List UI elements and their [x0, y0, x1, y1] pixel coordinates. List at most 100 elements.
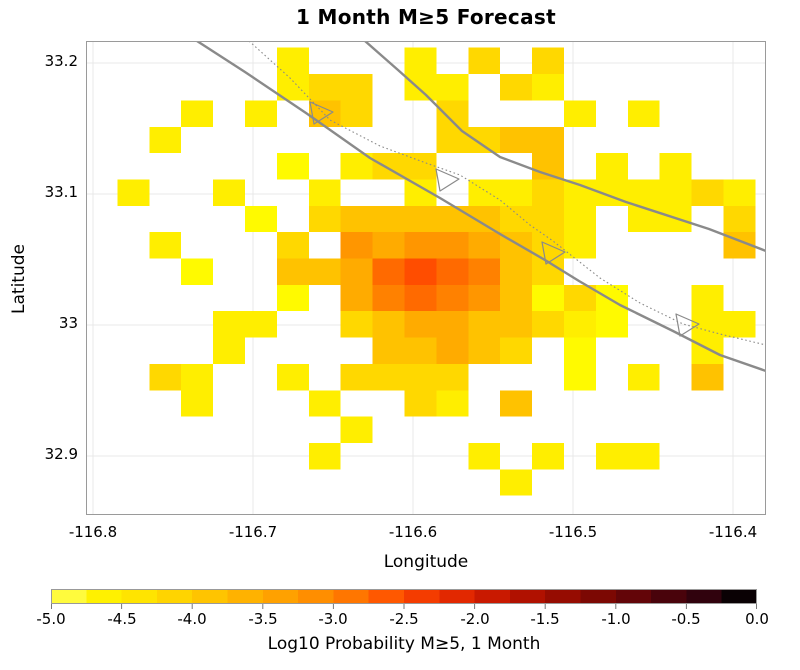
- heatmap-cell: [149, 363, 182, 391]
- heatmap-cell: [404, 153, 437, 180]
- heatmap-cell: [659, 153, 692, 180]
- heatmap-cell: [181, 363, 214, 391]
- heatmap-cell: [117, 179, 150, 206]
- heatmap-cell: [372, 258, 405, 285]
- heatmap-cell: [404, 205, 437, 233]
- heatmap-cell: [500, 205, 533, 233]
- y-tick-33: 33: [58, 314, 78, 332]
- colorbar-segment: [227, 589, 263, 604]
- heatmap-cell: [340, 416, 373, 443]
- heatmap-cell: [340, 311, 373, 338]
- cbar-tick-0: -5.0: [36, 610, 66, 628]
- heatmap-cell: [595, 153, 628, 180]
- x-tick-116-7: -116.7: [228, 523, 278, 541]
- heatmap-cell: [436, 232, 469, 259]
- heatmap-cell: [500, 179, 533, 206]
- heatmap-cell: [627, 179, 660, 206]
- colorbar-segment: [404, 589, 440, 604]
- heatmap-cell: [500, 126, 533, 154]
- heatmap-canvas: [86, 39, 768, 515]
- heatmap-cell: [564, 337, 596, 364]
- colorbar-segment: [262, 589, 299, 604]
- heatmap-cell: [181, 100, 214, 127]
- heatmap-cell: [404, 390, 437, 417]
- colorbar-segment: [298, 589, 334, 604]
- heatmap-cell: [308, 74, 341, 101]
- fault-line-dotted: [248, 40, 767, 346]
- heatmap-cell: [372, 284, 405, 312]
- heatmap-cell: [723, 179, 756, 206]
- colorbar-segment: [192, 589, 228, 604]
- heatmap-cell: [340, 363, 373, 391]
- heatmap-cell: [245, 100, 277, 127]
- heatmap-cell: [404, 363, 437, 391]
- heatmap-cell: [691, 363, 724, 391]
- chart-title: 1 Month M≥5 Forecast: [296, 5, 556, 29]
- fault-junction-triangle-icon: [541, 241, 566, 265]
- colorbar-segment: [615, 589, 652, 604]
- fault-line-solid: [363, 39, 768, 253]
- heatmap-cell: [404, 232, 437, 259]
- heatmap-cell: [564, 205, 596, 233]
- heatmap-cell: [564, 284, 596, 312]
- cbar-tick-1: -4.5: [107, 610, 137, 628]
- heatmap-cell: [532, 442, 564, 470]
- cbar-tick-5: -2.5: [389, 610, 419, 628]
- heatmap-cell: [308, 205, 341, 233]
- fault-junction-triangle-icon: [309, 101, 334, 125]
- colorbar-segment: [721, 589, 757, 604]
- plot-frame: [86, 41, 766, 515]
- heatmap-cell: [181, 258, 214, 285]
- heatmap-cell: [213, 337, 245, 364]
- heatmap-cell: [500, 390, 533, 417]
- colorbar-frame: [51, 589, 757, 604]
- heatmap-cell: [659, 179, 692, 206]
- heatmap-cell: [372, 232, 405, 259]
- heatmap-cell: [436, 258, 469, 285]
- x-tick-116-8: -116.8: [68, 523, 118, 541]
- heatmap-cell: [340, 100, 373, 127]
- colorbar-segment: [439, 589, 475, 604]
- heatmap-cell: [149, 232, 182, 259]
- heatmap-cell: [308, 390, 341, 417]
- heatmap-cell: [276, 284, 309, 312]
- heatmap-cell: [564, 311, 596, 338]
- heatmap-cell: [468, 311, 501, 338]
- heatmap-cell: [627, 363, 660, 391]
- colorbar-segment: [121, 589, 157, 604]
- heatmap-cell: [372, 205, 405, 233]
- heatmap-cell: [532, 179, 564, 206]
- heatmap-cell: [627, 100, 660, 127]
- heatmap-cell: [564, 232, 596, 259]
- heatmap-cell: [276, 232, 309, 259]
- x-tick-116-6: -116.6: [388, 523, 438, 541]
- heatmap-cell: [276, 47, 309, 75]
- x-tick-116-5: -116.5: [548, 523, 598, 541]
- heatmap-cell: [404, 74, 437, 101]
- colorbar-segment: [686, 589, 722, 604]
- heatmap-cell: [691, 284, 724, 312]
- heatmap-cell: [532, 126, 564, 154]
- y-tick-33-2: 33.2: [44, 52, 78, 70]
- heatmap-cell: [404, 337, 437, 364]
- heatmap-cell: [436, 390, 469, 417]
- x-axis-label: Longitude: [383, 552, 469, 572]
- heatmap-cell: [213, 179, 245, 206]
- heatmap-cell: [436, 205, 469, 233]
- cbar-tick-7: -1.5: [530, 610, 560, 628]
- heatmap-cell: [245, 311, 277, 338]
- x-tick-116-4: -116.4: [708, 523, 758, 541]
- heatmap-cell: [691, 179, 724, 206]
- map-plot: [86, 39, 768, 515]
- colorbar-segment: [86, 589, 122, 604]
- heatmap-cell: [500, 74, 533, 101]
- y-tick-32-9: 32.9: [44, 445, 78, 463]
- heatmap-cell: [340, 284, 373, 312]
- heatmap-cell: [532, 311, 564, 338]
- heatmap-cell: [468, 284, 501, 312]
- heatmap-cell: [149, 126, 182, 154]
- cbar-tick-8: -1.0: [601, 610, 631, 628]
- colorbar-segment: [651, 589, 687, 604]
- heatmap-cell: [468, 258, 501, 285]
